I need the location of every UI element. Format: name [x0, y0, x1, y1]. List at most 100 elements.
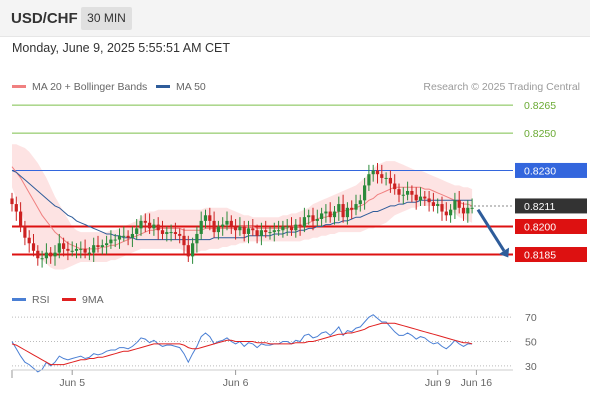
candle-body: [384, 177, 388, 179]
candle-body: [444, 211, 448, 216]
candle: [246, 220, 251, 244]
candle-body: [354, 204, 358, 210]
candle: [289, 217, 294, 236]
candle-body: [427, 198, 431, 203]
candle-body: [320, 213, 324, 220]
candle-body: [117, 235, 122, 240]
candle-body: [298, 224, 302, 227]
candle-body: [57, 243, 61, 253]
candle-body: [393, 183, 397, 190]
candle-body: [238, 226, 242, 231]
candle: [315, 209, 319, 227]
candle: [397, 183, 401, 203]
candle-body: [461, 207, 466, 214]
candle-body: [109, 239, 113, 244]
candle: [242, 220, 246, 242]
candle: [113, 233, 117, 248]
candle: [259, 222, 263, 246]
candle-body: [410, 191, 414, 195]
candle: [285, 219, 289, 236]
candle-body: [139, 220, 143, 229]
candle-body: [178, 233, 182, 236]
candle: [31, 233, 36, 257]
candle-body: [62, 243, 66, 249]
x-tick-label: Jun 16: [461, 377, 493, 389]
candle: [139, 215, 143, 236]
forecast-arrow-shaft: [476, 208, 506, 252]
candle: [234, 219, 238, 240]
candle-body: [96, 245, 100, 248]
candle: [203, 209, 208, 229]
candle-body: [66, 248, 70, 251]
candle: [130, 226, 134, 248]
candle: [92, 237, 96, 262]
candle: [350, 200, 354, 220]
candle: [294, 219, 298, 238]
candle-body: [315, 219, 319, 221]
candle-body: [371, 170, 375, 175]
candle: [461, 202, 466, 221]
candle: [281, 220, 285, 238]
candle: [100, 239, 104, 255]
legend-ma20: MA 20 + Bollinger Bands: [12, 81, 147, 93]
candle-body: [375, 170, 380, 175]
candle: [466, 200, 470, 223]
ma20-swatch: [12, 84, 26, 88]
candle-body: [470, 207, 474, 209]
header-bar: USD/CHF 30 MIN: [0, 0, 590, 37]
candle: [225, 211, 229, 231]
candle-body: [431, 202, 435, 206]
legend-ma20-label: MA 20 + Bollinger Bands: [32, 81, 148, 93]
candle-body: [10, 198, 14, 205]
candle: [272, 222, 276, 242]
candle: [277, 220, 281, 236]
candle-body: [289, 226, 294, 231]
candle: [444, 202, 448, 221]
candle-body: [203, 215, 208, 221]
candle: [70, 241, 74, 257]
candle: [117, 228, 122, 249]
candle: [388, 170, 392, 193]
candle-body: [350, 207, 354, 210]
interval-button[interactable]: 30 MIN: [81, 7, 132, 30]
legend-ma50: MA 50: [156, 81, 206, 93]
candle-body: [36, 250, 40, 259]
candle: [410, 185, 414, 203]
candle-body: [195, 233, 199, 244]
candle-body: [423, 196, 427, 199]
last-price-label: 0.8211: [524, 201, 555, 213]
candle-body: [332, 211, 337, 218]
candle-body: [191, 243, 195, 257]
candle: [87, 247, 91, 261]
candle: [49, 247, 53, 264]
candle: [212, 211, 216, 238]
candle-body: [449, 209, 453, 216]
candle-body: [294, 224, 298, 231]
level-tag-0.8230: [515, 162, 587, 178]
candle-body: [225, 220, 229, 225]
candle: [440, 196, 444, 221]
candle: [79, 241, 83, 259]
candle-body: [311, 215, 315, 221]
candle: [470, 198, 474, 214]
candle-body: [70, 250, 74, 252]
level-label-0.8200: 0.8200: [524, 221, 556, 233]
candle: [354, 194, 358, 216]
candle-body: [307, 215, 311, 218]
candle: [251, 219, 255, 236]
candle: [229, 215, 233, 234]
candle-body: [27, 237, 31, 244]
candle: [178, 228, 182, 244]
candle-body: [160, 230, 165, 234]
legend-9ma: 9MA: [62, 294, 104, 306]
candle-body: [229, 220, 233, 227]
candle-body: [453, 200, 457, 210]
last-price-tag: [515, 198, 587, 214]
candle-body: [277, 230, 281, 232]
candle: [160, 220, 165, 240]
candle: [401, 187, 405, 205]
candle: [337, 196, 341, 221]
9ma-swatch: [62, 297, 76, 301]
candle-body: [414, 194, 418, 201]
